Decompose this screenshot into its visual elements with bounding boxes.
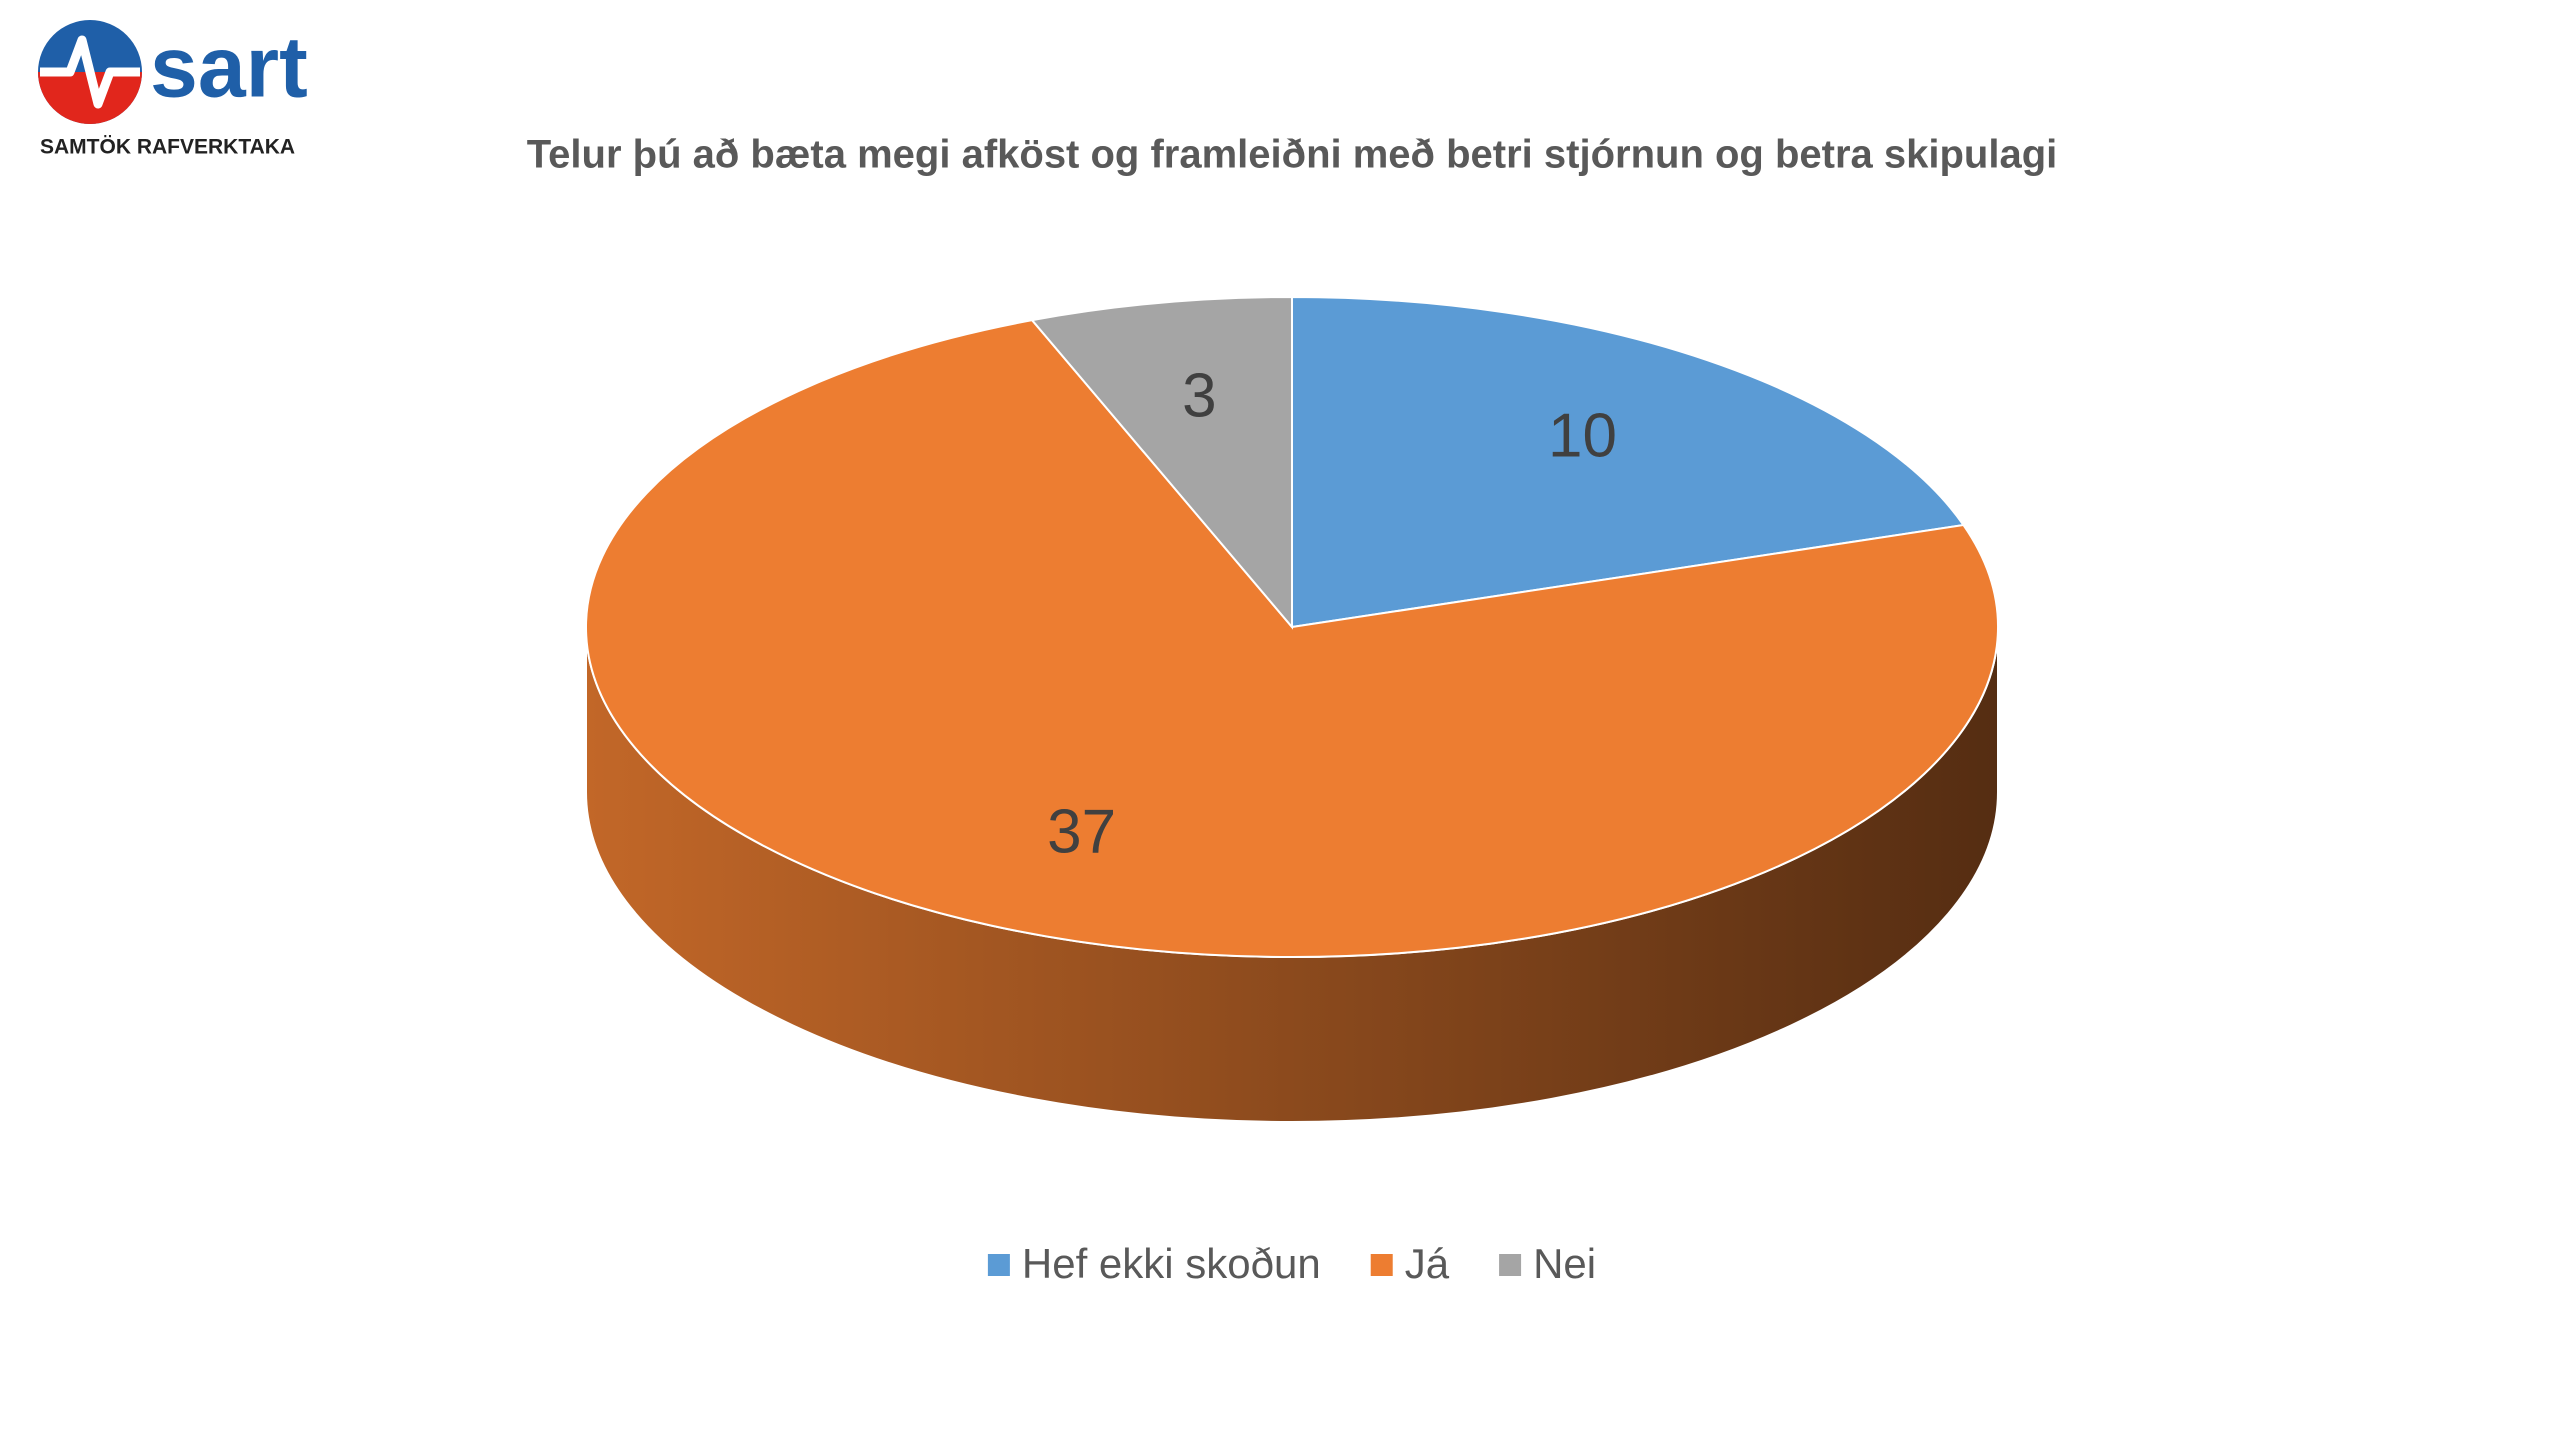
legend: Hef ekki skoðun Já Nei	[987, 1240, 1596, 1287]
data-label: 3	[1182, 361, 1216, 430]
slice	[1291, 295, 1966, 629]
legend-label: Hef ekki skoðun	[1022, 1240, 1321, 1287]
data-label: 10	[1548, 401, 1617, 470]
legend-swatch	[987, 1254, 1010, 1276]
logo-name: sart	[150, 20, 308, 116]
legend-swatch	[1499, 1254, 1522, 1276]
legend-swatch	[1370, 1254, 1393, 1276]
data-label: 37	[1047, 797, 1116, 866]
slice	[1030, 295, 1293, 630]
logo: sart SAMTÖK RAFVERKTAKA	[38, 20, 308, 159]
slice	[585, 319, 2000, 958]
legend-label: Já	[1405, 1240, 1450, 1287]
legend-label: Nei	[1533, 1240, 1596, 1287]
chart-title: Telur þú að bæta megi afköst og framleið…	[527, 133, 2058, 177]
logo-tagline: SAMTÖK RAFVERKTAKA	[40, 136, 295, 159]
logo-icon-half	[38, 72, 142, 124]
logo-wave	[40, 35, 140, 109]
